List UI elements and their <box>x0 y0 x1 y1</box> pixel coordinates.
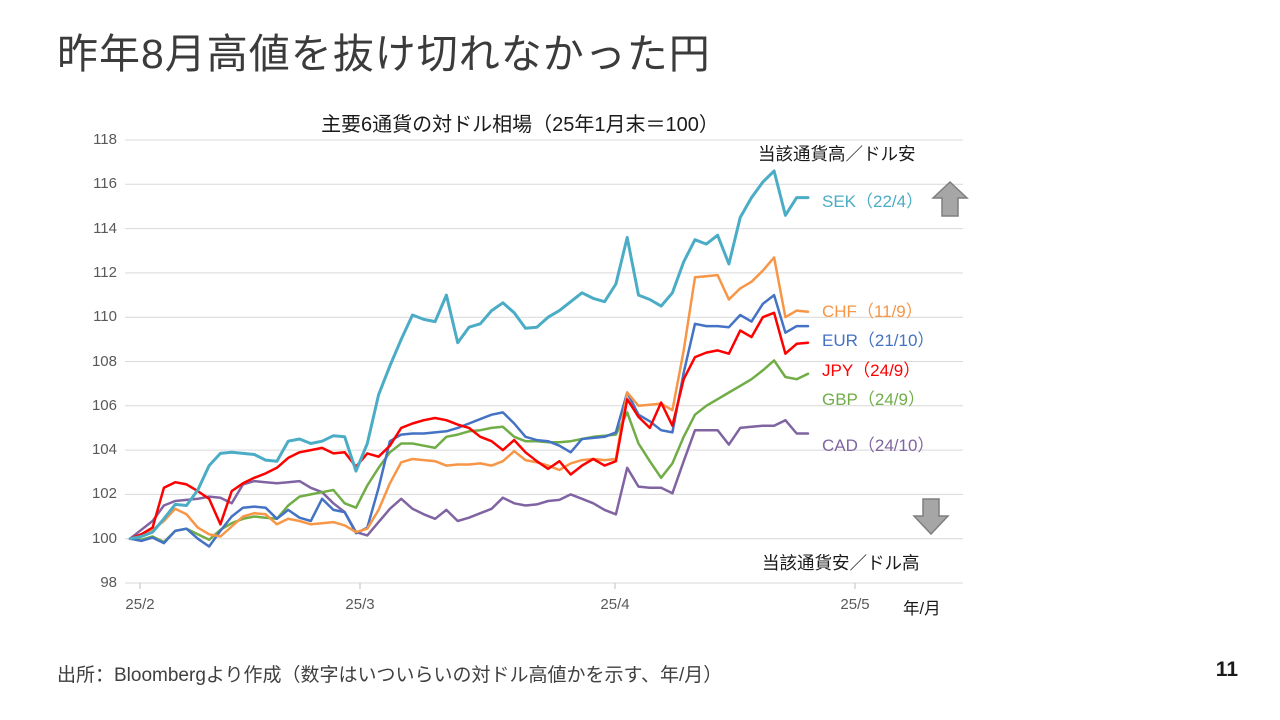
x-axis-tick-label: 25/3 <box>345 596 375 613</box>
y-axis-tick-label: 112 <box>93 263 117 281</box>
y-axis-tick-label: 98 <box>100 574 117 591</box>
series-label-cad: CAD（24/10） <box>822 436 935 455</box>
y-axis-tick-label: 102 <box>91 485 117 503</box>
y-axis-tick-label: 100 <box>91 529 117 547</box>
line-series-chf <box>128 256 810 540</box>
line-series-eur <box>128 293 810 548</box>
y-axis-tick-label: 110 <box>93 308 117 326</box>
y-axis-tick-label: 114 <box>93 219 117 237</box>
annotation-currency-strong: 当該通貨高／ドル安 <box>758 144 916 164</box>
series-label-chf: CHF（11/9） <box>822 302 923 321</box>
y-axis-tick-label: 108 <box>91 352 117 370</box>
y-axis-tick-label: 104 <box>91 441 117 459</box>
series-label-sek: SEK（22/4） <box>822 192 924 211</box>
series-label-gbp: GBP（24/9） <box>822 390 925 409</box>
page-number: 11 <box>1215 658 1238 681</box>
line-series-sek <box>128 169 810 541</box>
y-axis-tick-label: 116 <box>93 175 117 193</box>
down-arrow-icon <box>912 498 950 536</box>
x-axis-tick-label: 25/5 <box>840 596 870 613</box>
line-series-gbp <box>128 359 810 544</box>
y-axis-tick-label: 118 <box>93 131 117 148</box>
x-axis-tick-label: 25/4 <box>600 596 630 613</box>
line-series-cad <box>128 418 810 540</box>
line-series-jpy <box>128 311 810 540</box>
chart-title: 主要6通貨の対ドル相場（25年1月末＝100） <box>321 114 719 136</box>
series-label-eur: EUR（21/10） <box>822 331 935 350</box>
y-axis-tick-label: 106 <box>91 396 117 414</box>
series-label-jpy: JPY（24/9） <box>822 361 921 380</box>
source-note: 出所：Bloombergより作成（数字はいついらいの対ドル高値かを示す、年/月） <box>57 665 723 686</box>
x-axis-unit-label: 年/月 <box>903 600 941 618</box>
up-arrow-icon <box>931 180 969 217</box>
annotation-currency-weak: 当該通貨安／ドル高 <box>762 553 920 573</box>
x-axis-tick-label: 25/2 <box>125 596 155 613</box>
slide-title: 昨年8月高値を抜け切れなかった円 <box>57 31 711 77</box>
